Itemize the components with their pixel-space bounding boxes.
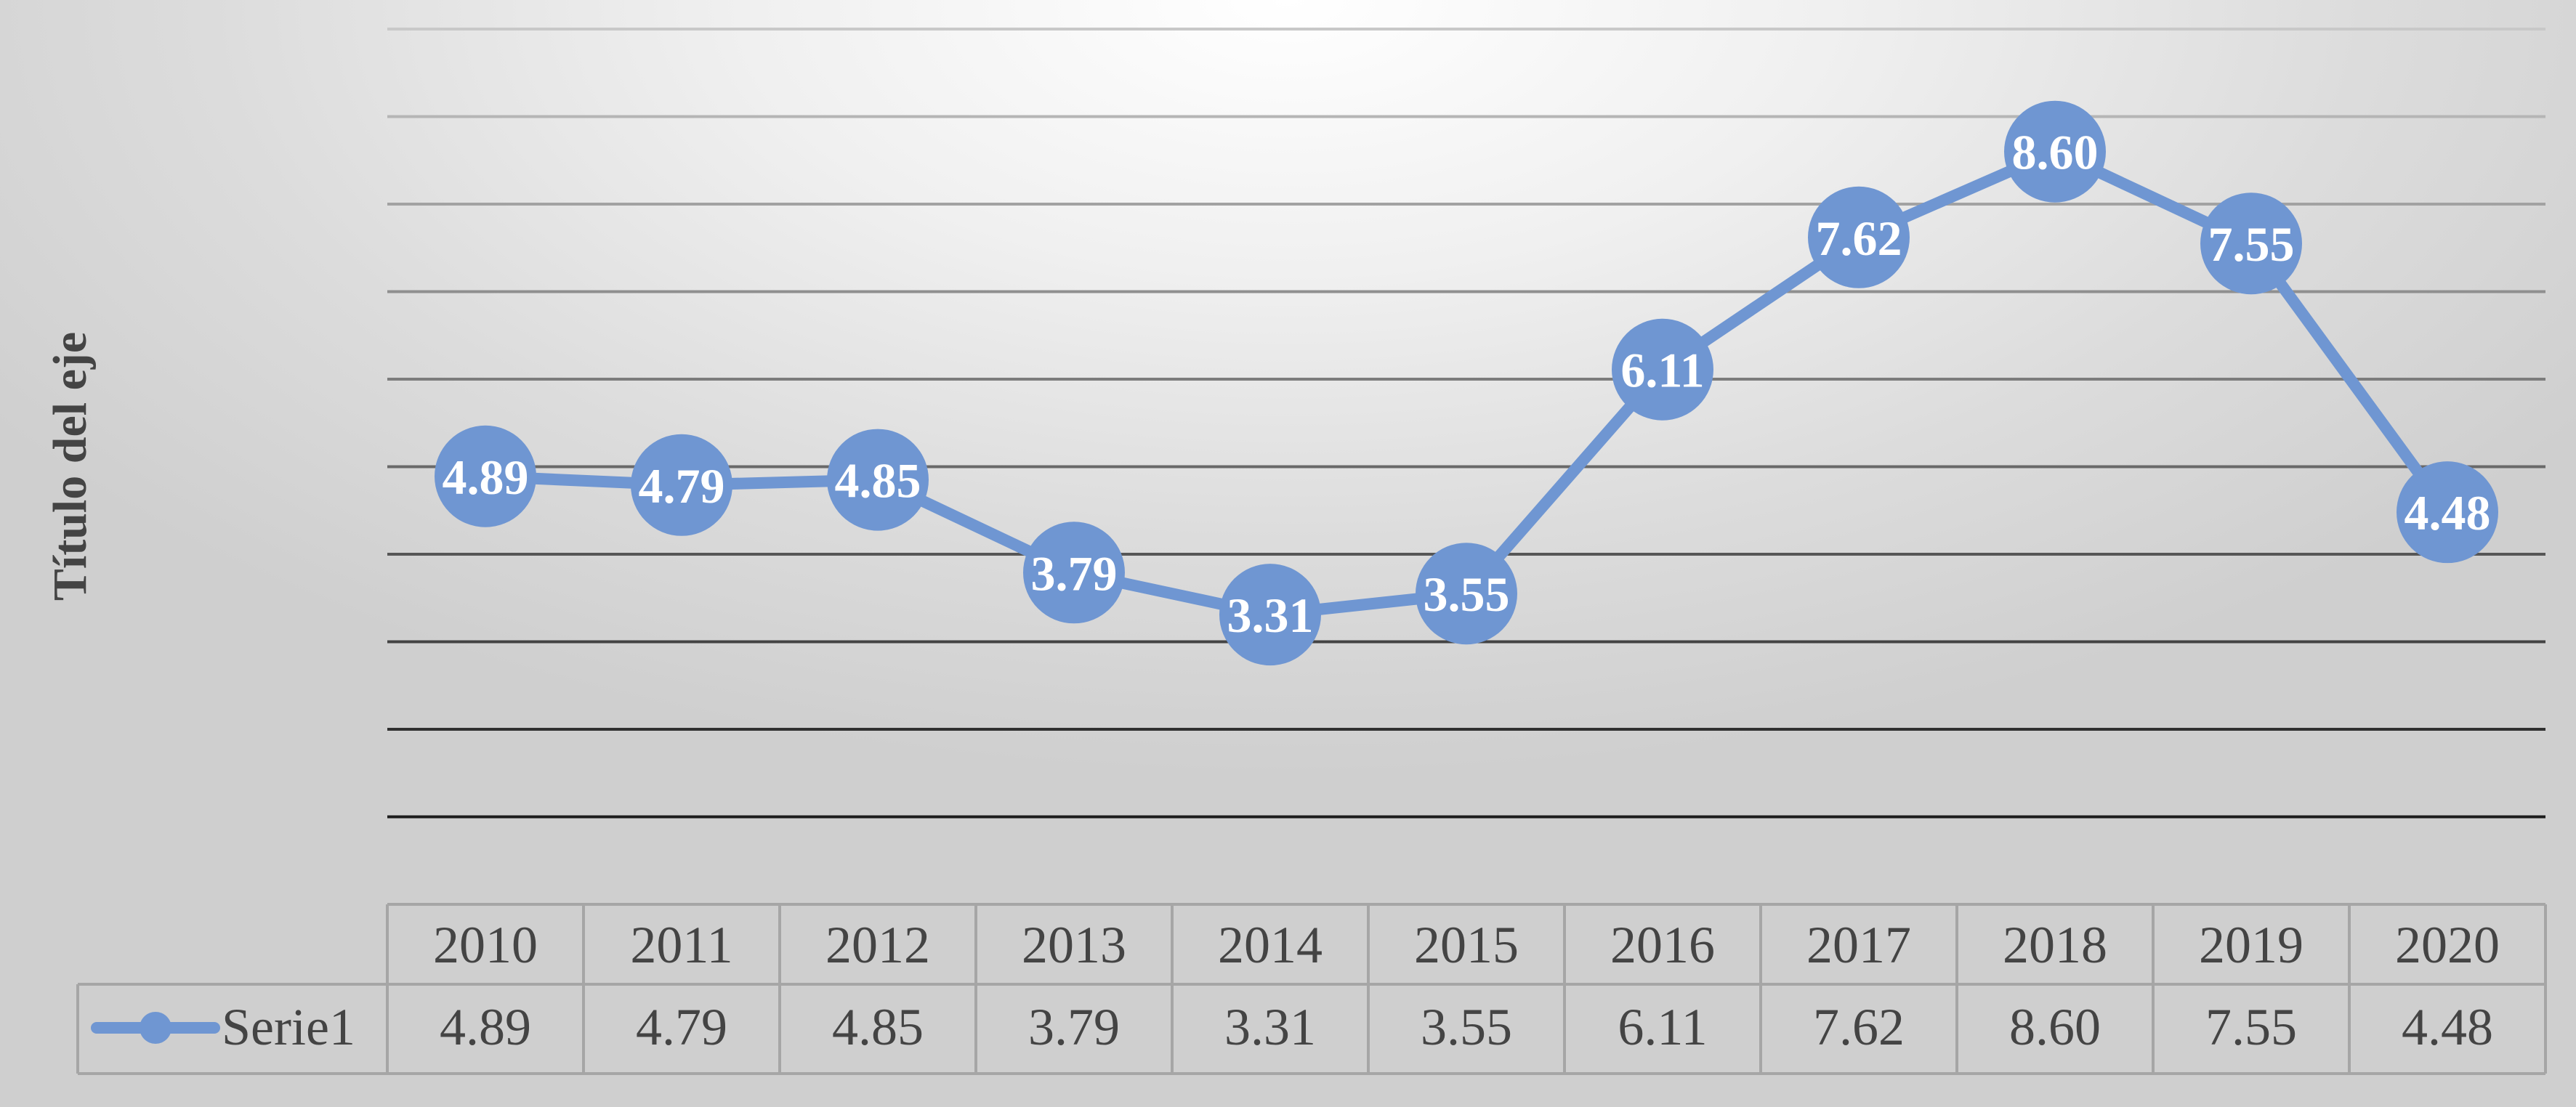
data-point [1808, 186, 1910, 288]
data-point [2004, 100, 2106, 203]
category-label: 2016 [1610, 916, 1715, 974]
data-point [827, 429, 929, 531]
data-point [1023, 522, 1125, 624]
data-point [2397, 461, 2498, 564]
category-label: 2010 [433, 916, 538, 974]
table-value: 4.79 [636, 998, 727, 1056]
data-label: 4.89 [443, 450, 529, 505]
table-value: 6.11 [1618, 998, 1707, 1056]
legend-marker-icon [140, 1012, 171, 1044]
data-point [1416, 543, 1517, 645]
data-label: 4.79 [639, 458, 725, 514]
data-point [435, 425, 536, 527]
category-label: 2015 [1414, 916, 1519, 974]
data-label: 7.62 [1816, 211, 1902, 266]
data-label: 7.55 [2208, 216, 2295, 272]
table-value: 4.85 [832, 998, 924, 1056]
category-label: 2011 [630, 916, 732, 974]
category-label: 2012 [825, 916, 930, 974]
markers [435, 100, 2498, 666]
category-label: 2017 [1806, 916, 1911, 974]
data-label: 3.31 [1227, 588, 1314, 643]
y-axis-title: Título del eje [44, 332, 97, 601]
category-label: 2013 [1022, 916, 1126, 974]
category-label: 2018 [2003, 916, 2107, 974]
table-value: 3.31 [1224, 998, 1316, 1056]
table-value: 3.55 [1421, 998, 1512, 1056]
data-label: 4.85 [835, 453, 921, 508]
table-value: 3.79 [1028, 998, 1120, 1056]
data-labels: 4.89 4.79 4.85 3.79 3.31 3.55 6.11 7.62 8.60 7.55… [443, 125, 2491, 643]
legend-series-name: Serie1 [222, 998, 355, 1056]
table-value: 4.89 [440, 998, 531, 1056]
data-label: 3.55 [1424, 567, 1510, 622]
data-point [1612, 318, 1713, 421]
data-label: 3.79 [1031, 546, 1118, 601]
data-table: 2010 4.89 2011 4.79 2012 4.85 2013 3.79 2014 3.31… [76, 903, 2547, 1075]
data-label: 6.11 [1620, 343, 1704, 398]
data-label: 8.60 [2012, 125, 2099, 180]
table-value: 7.62 [1813, 998, 1905, 1056]
table-value: 4.48 [2402, 998, 2493, 1056]
data-label: 4.48 [2405, 485, 2491, 540]
table-value: 7.55 [2205, 998, 2297, 1056]
data-point [1219, 564, 1321, 666]
data-point [631, 434, 732, 536]
category-label: 2019 [2199, 916, 2304, 974]
data-point [2200, 192, 2302, 295]
category-label: 2020 [2395, 916, 2500, 974]
gridlines [387, 28, 2545, 819]
category-label: 2014 [1218, 916, 1323, 974]
table-value: 8.60 [2009, 998, 2101, 1056]
